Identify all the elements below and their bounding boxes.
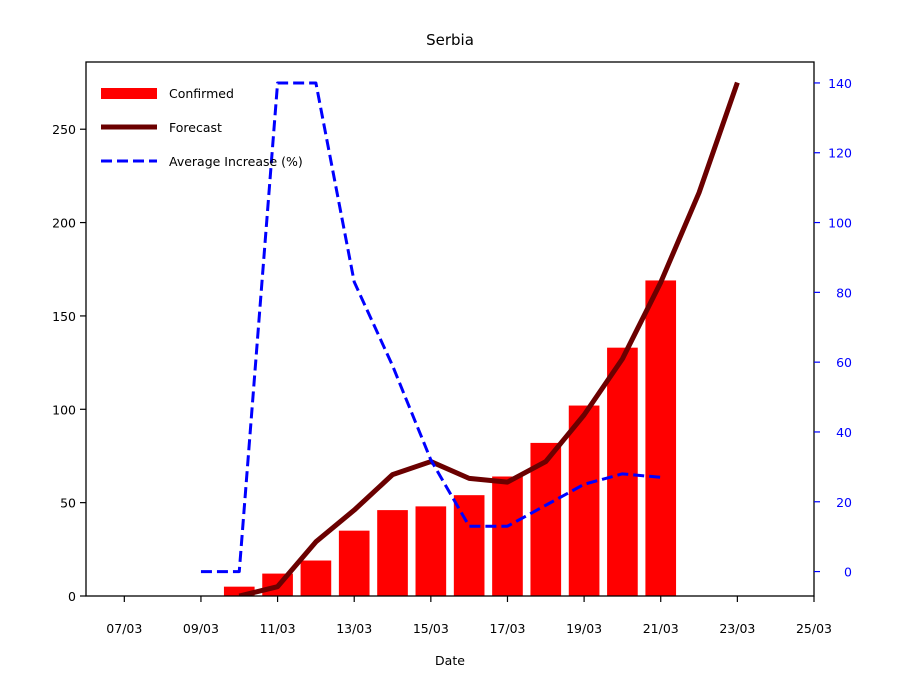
y-tick-label: 100 [52,402,76,417]
y2-tick-label: 80 [836,285,852,300]
plot-area [200,81,740,596]
y2-tick-label: 140 [828,76,852,91]
confirmed-bar [492,476,523,596]
y2-tick-label: 40 [836,425,852,440]
x-tick-label: 15/03 [413,621,449,636]
confirmed-bar [377,510,408,596]
chart-title: Serbia [426,31,474,49]
y2-tick-label: 120 [828,146,852,161]
y2-tick-label: 0 [844,565,852,580]
legend-label: Confirmed [169,86,234,101]
x-tick-label: 13/03 [336,621,372,636]
x-tick-label: 11/03 [260,621,296,636]
confirmed-bar [338,530,370,596]
plot-series [200,81,740,596]
legend-item: Forecast [101,120,222,135]
legend-item: Confirmed [101,86,234,101]
confirmed-bar [415,506,447,596]
y-tick-label: 150 [52,309,76,324]
x-tick-label: 25/03 [796,621,832,636]
confirmed-bars [223,280,677,596]
legend: Confirmed Forecast Average Increase (%) [101,86,303,169]
legend-swatch-confirmed [101,88,157,99]
confirmed-bar [607,347,638,596]
axes: 07/03 09/03 11/03 13/03 15/03 17/03 19/03 21/03… [52,61,852,636]
y-tick-label: 200 [52,216,76,231]
x-tick-label: 17/03 [489,621,525,636]
forecast-line [238,81,740,596]
legend-label: Average Increase (%) [169,154,303,169]
x-axis-label: Date [435,653,465,668]
y2-tick-label: 100 [828,216,852,231]
confirmed-bar [453,495,485,596]
y2-tick-label: 20 [836,495,852,510]
average-increase-line [200,81,661,574]
confirmed-bar [568,405,600,596]
x-tick-label: 23/03 [719,621,755,636]
confirmed-bar [645,280,677,596]
x-tick-label: 19/03 [566,621,602,636]
confirmed-bar [300,560,332,596]
plot-frame [85,61,815,597]
y2-tick-label: 60 [836,355,852,370]
confirmed-bar [223,586,255,596]
x-tick-label: 09/03 [183,621,219,636]
legend-item: Average Increase (%) [101,154,303,169]
x-tick-label: 21/03 [643,621,679,636]
legend-label: Forecast [169,120,222,135]
y-tick-label: 0 [68,589,76,604]
y-tick-label: 250 [52,122,76,137]
y-tick-label: 50 [60,496,76,511]
x-tick-label: 07/03 [106,621,142,636]
